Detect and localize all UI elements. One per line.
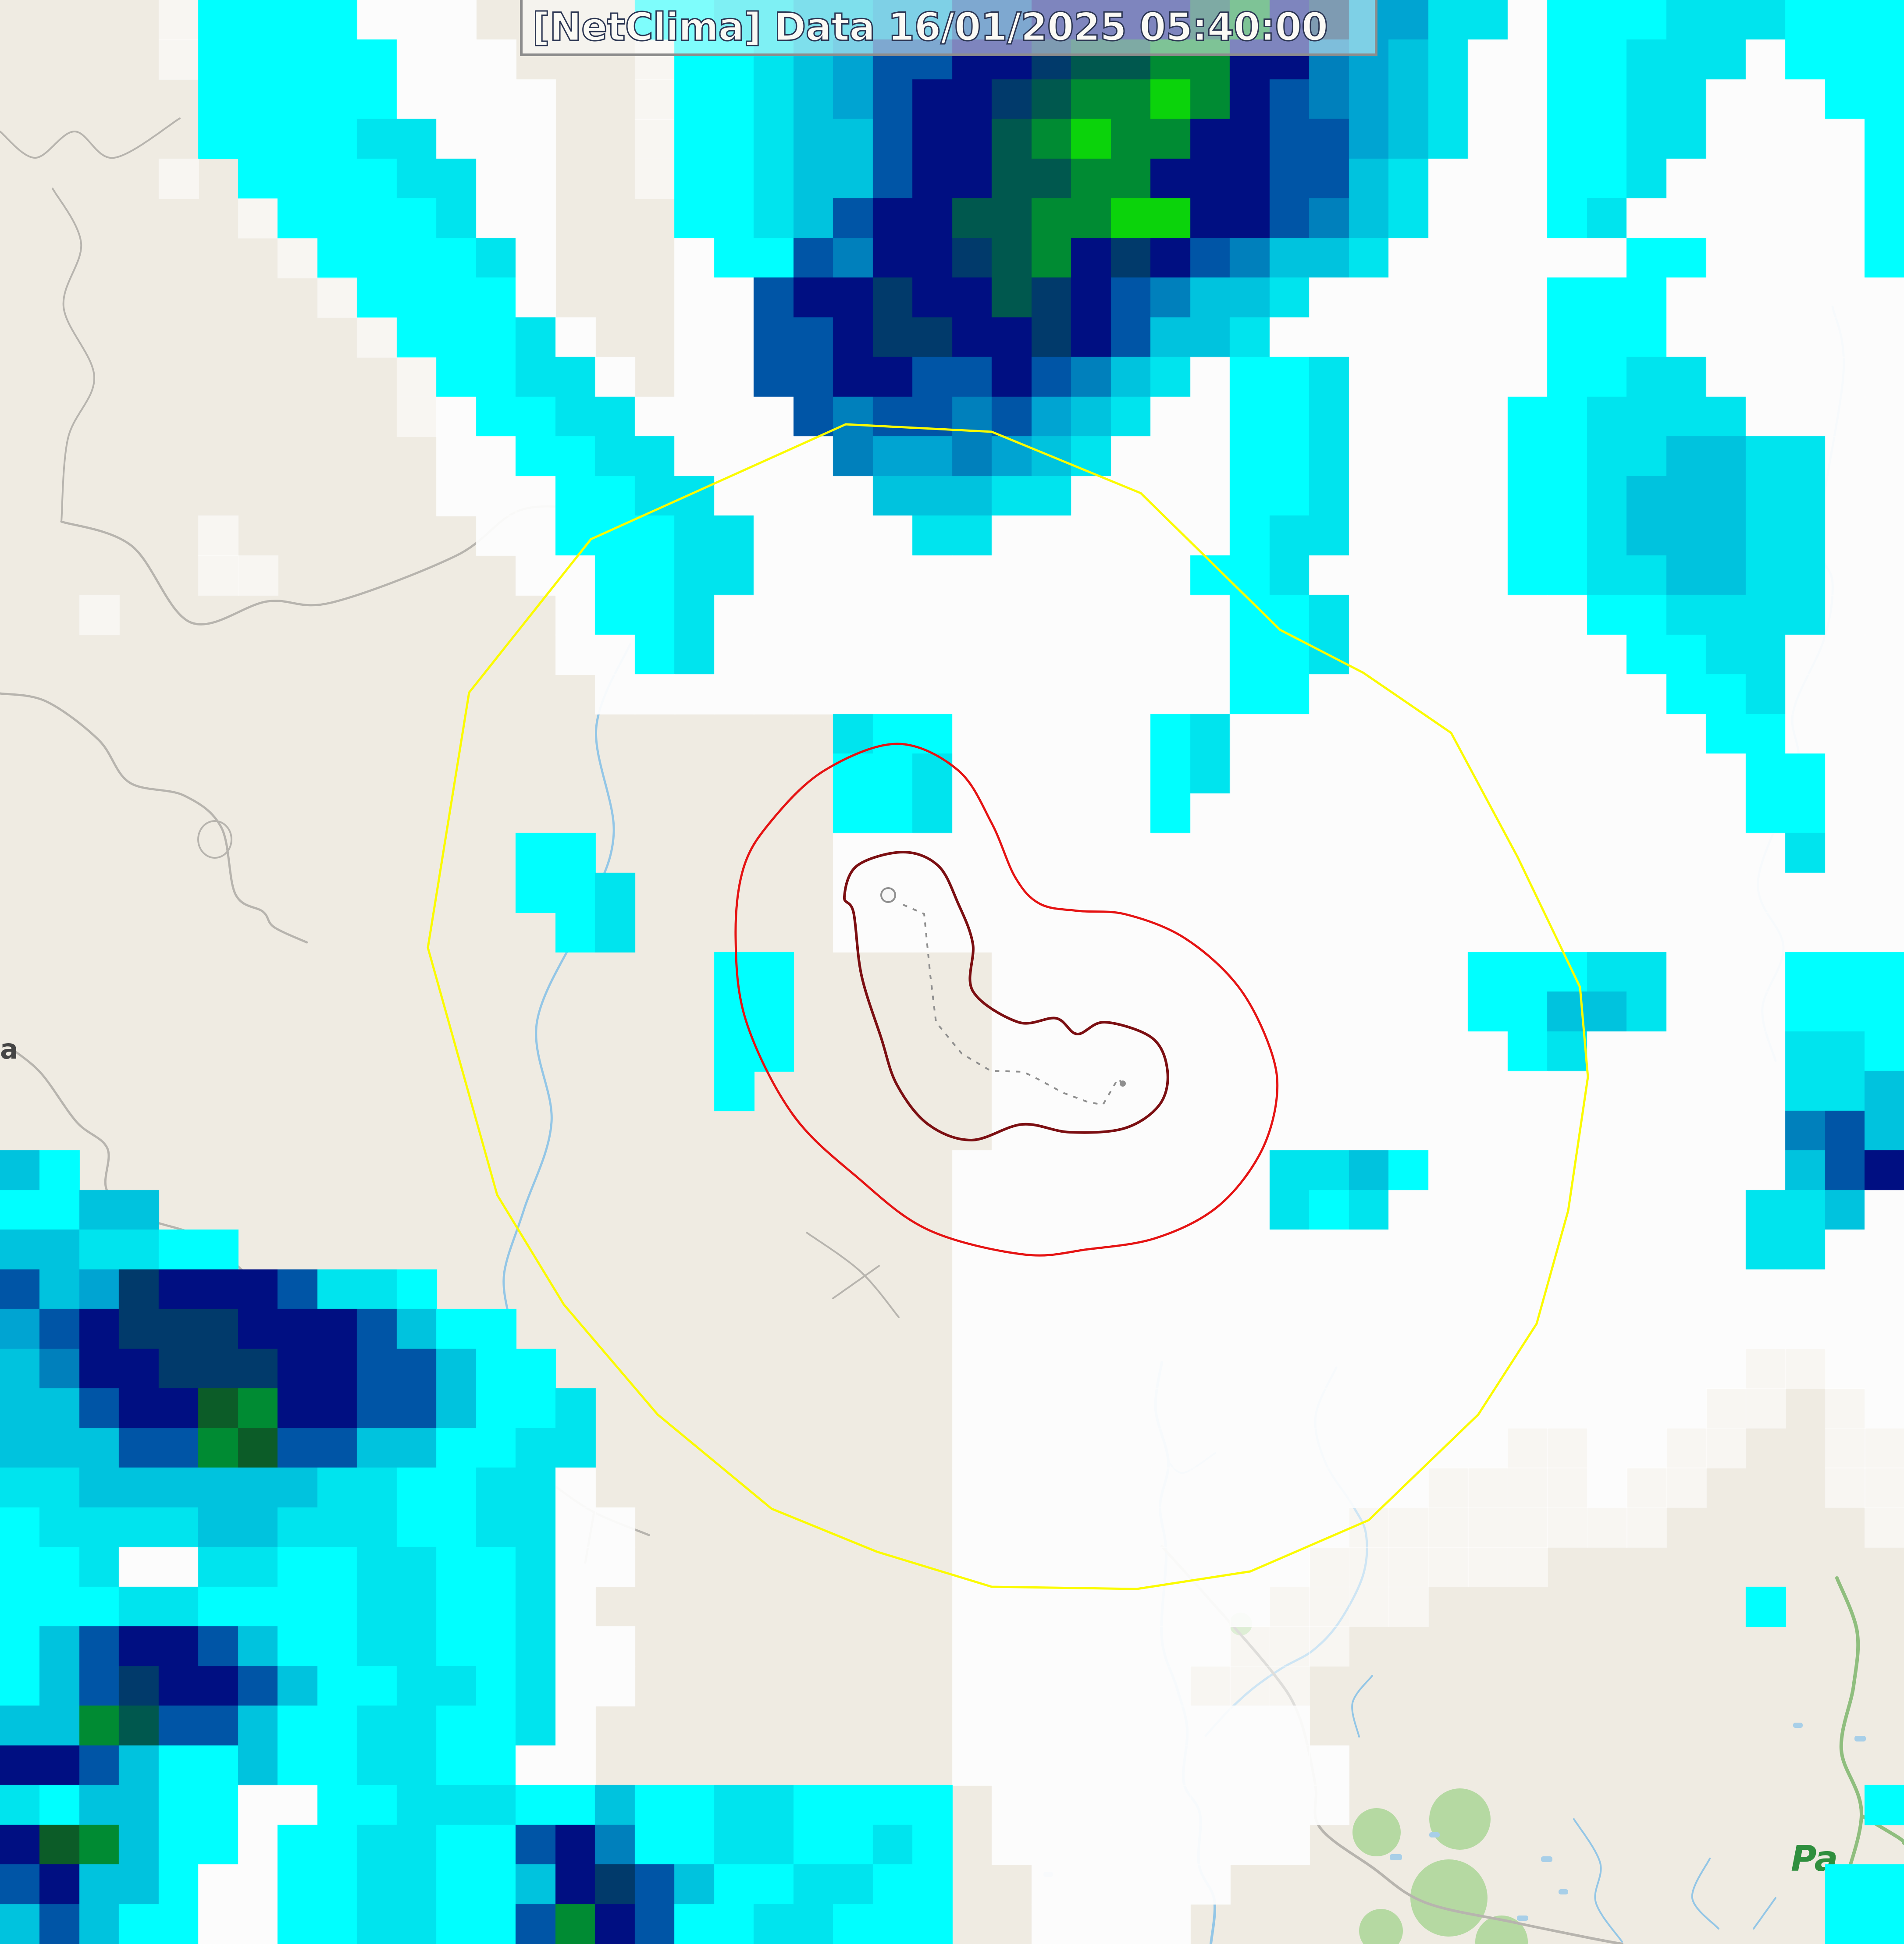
track-end-marker — [1120, 1080, 1126, 1087]
track-path — [903, 904, 1124, 1105]
hazard-contour-dark-red — [843, 850, 1169, 1142]
title-bar-text: [NetClima] Data 16/01/2025 05:40:00 — [532, 4, 1329, 50]
range-ring-yellow — [427, 423, 1589, 1590]
title-bar: [NetClima] Data 16/01/2025 05:40:00 — [520, 0, 1377, 56]
hazard-contour-red — [734, 743, 1279, 1257]
track-start-marker — [880, 887, 896, 903]
